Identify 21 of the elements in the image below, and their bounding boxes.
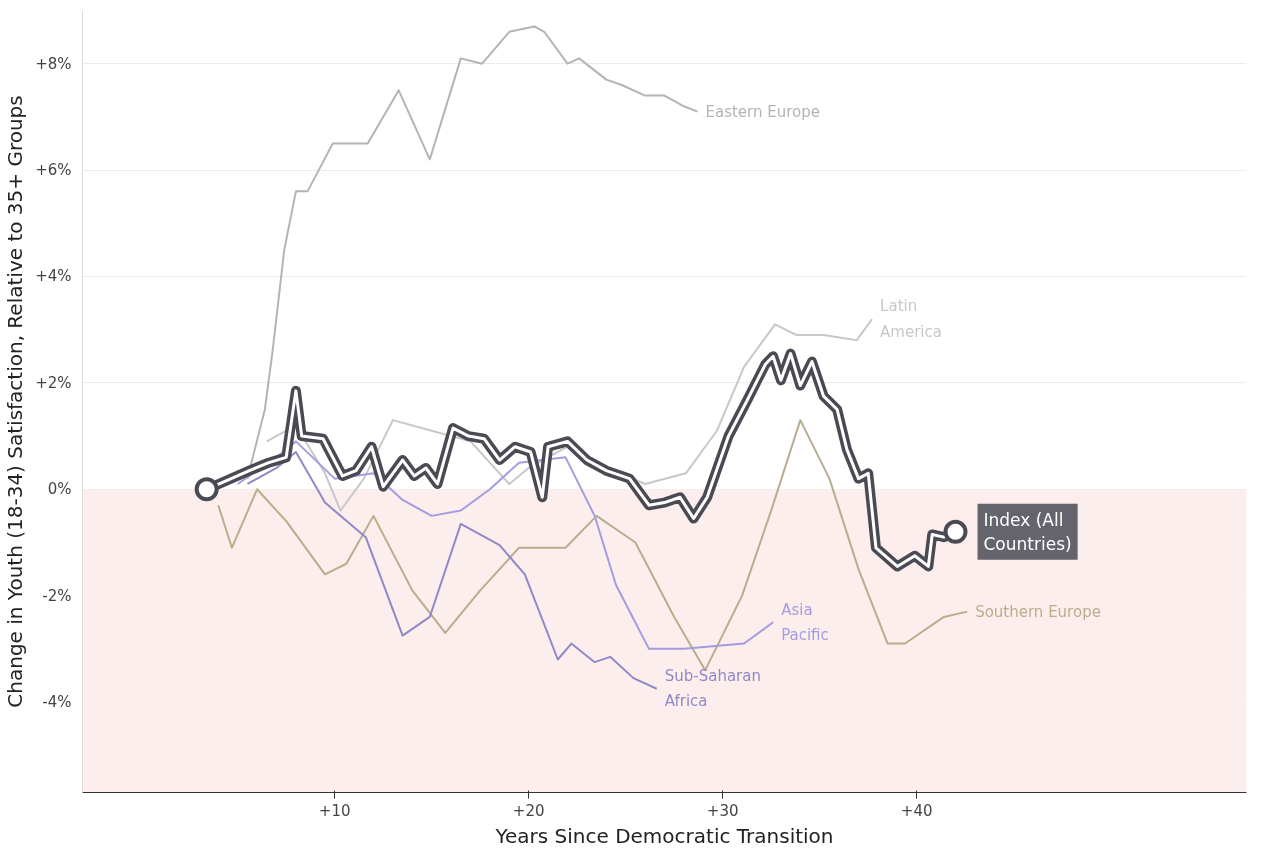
y-tick-label: -2% <box>42 586 72 605</box>
line-series <box>246 451 658 690</box>
x-tick-label: +30 <box>706 801 739 820</box>
series-label: Sub-Saharan Africa <box>664 667 761 711</box>
y-tick-label: -4% <box>42 693 72 712</box>
x-tick-label: +20 <box>512 801 545 820</box>
x-tick-label: +10 <box>318 801 351 820</box>
series-label: Index (All Countries) <box>983 509 1072 554</box>
line-series <box>246 25 699 480</box>
y-tick-label: +2% <box>35 373 72 392</box>
x-axis-title: Years Since Democratic Transition <box>494 823 834 848</box>
line-series <box>236 440 775 650</box>
series-label: Southern Europe <box>975 602 1101 621</box>
y-axis-title: Change in Youth (18-34) Satisfaction, Relative to 35+ Groups <box>3 95 28 708</box>
y-tick-label: 0% <box>47 480 72 499</box>
x-tick-label: +40 <box>900 801 933 820</box>
series-label: Eastern Europe <box>705 102 821 121</box>
y-tick-label: +8% <box>35 54 72 73</box>
y-tick-label: +6% <box>35 161 72 180</box>
series-label: Asia Pacific <box>781 600 829 644</box>
y-tick-label: +4% <box>35 267 72 286</box>
